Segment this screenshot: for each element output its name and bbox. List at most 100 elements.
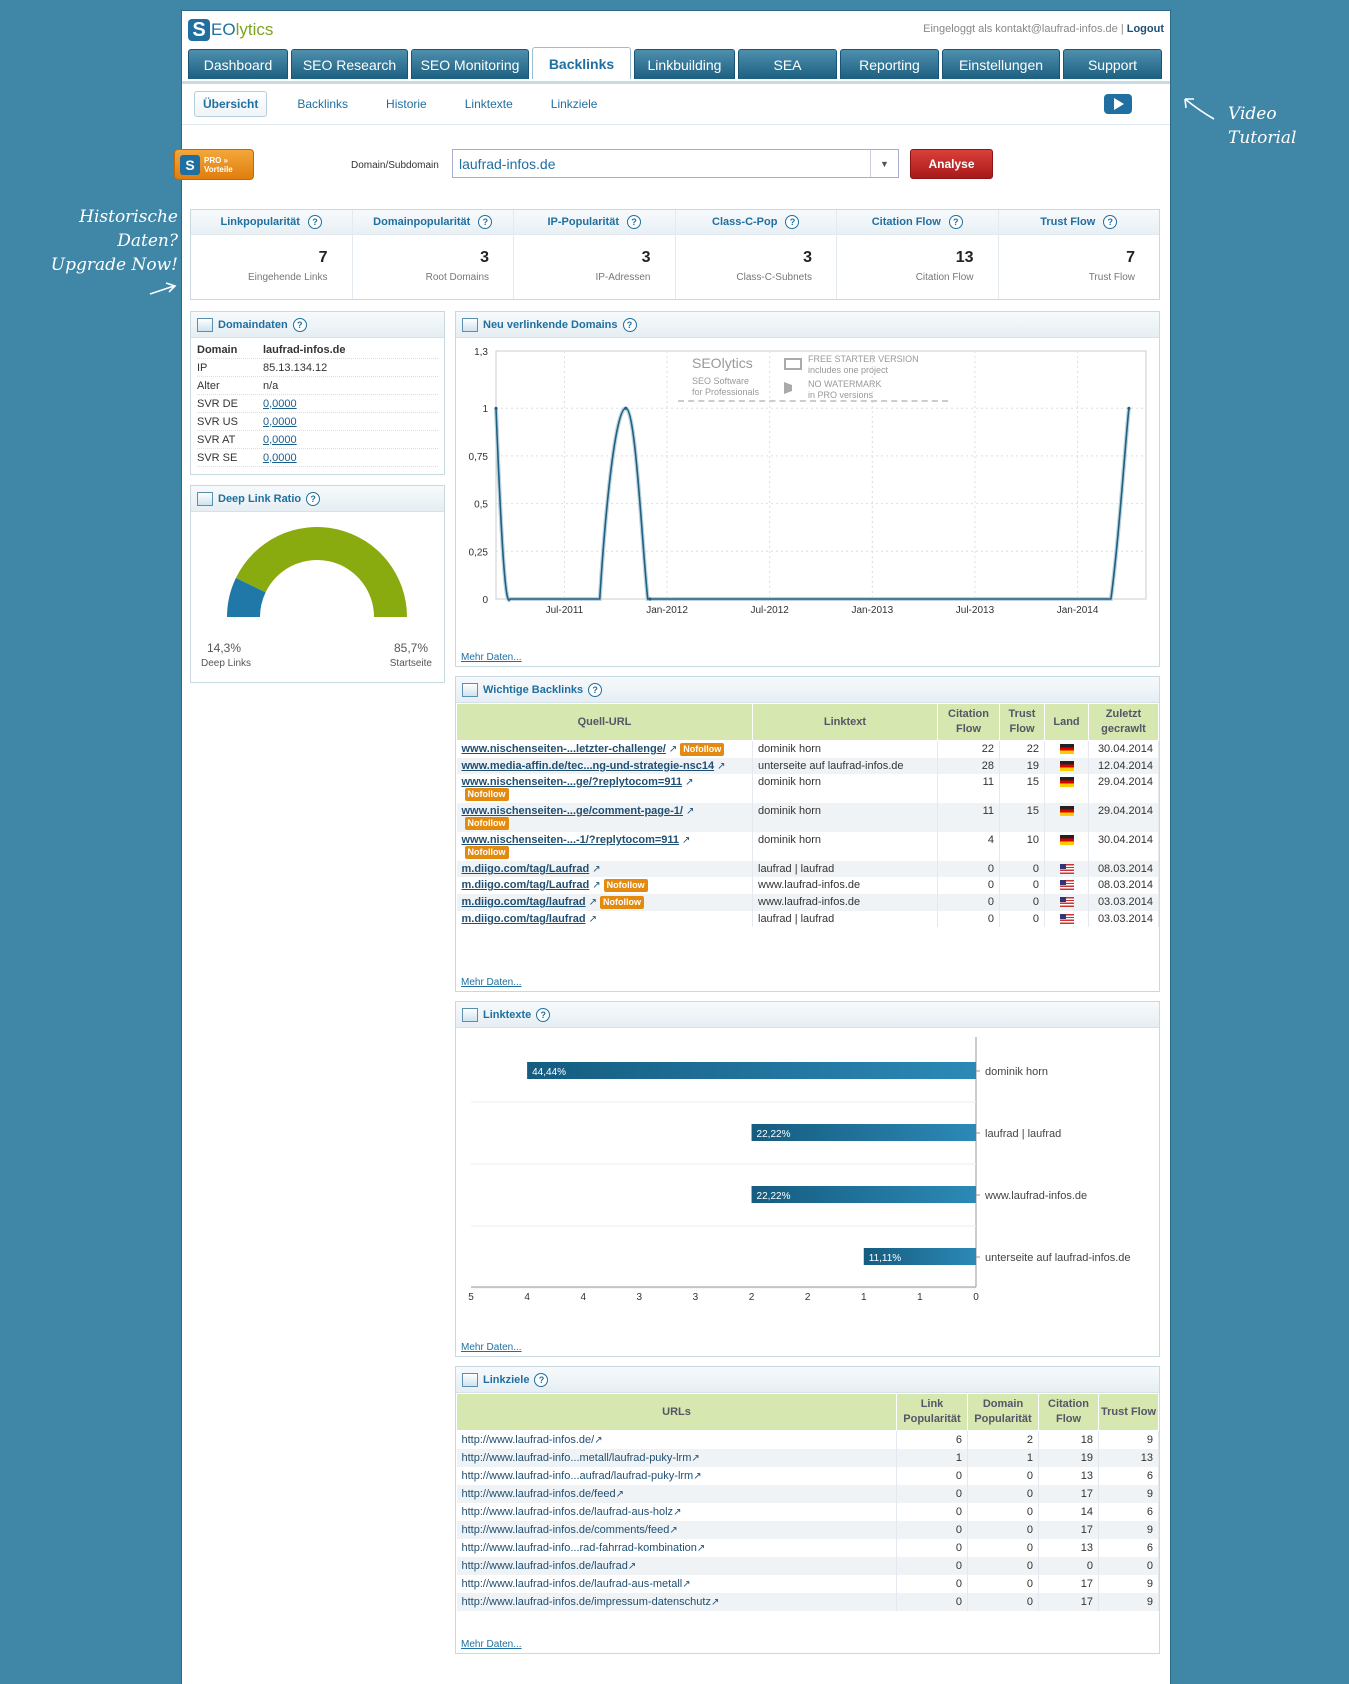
- subtab-linkziele[interactable]: Linkziele: [550, 97, 598, 111]
- help-icon[interactable]: ?: [306, 491, 321, 506]
- y-tick-label: 0: [482, 595, 488, 606]
- tab-linkbuilding[interactable]: Linkbuilding: [634, 49, 735, 79]
- help-icon[interactable]: ?: [948, 215, 963, 229]
- help-icon[interactable]: ?: [588, 682, 603, 697]
- svr-link[interactable]: 0,0000: [263, 397, 297, 410]
- external-link-icon[interactable]: ↗: [693, 1471, 702, 1482]
- domain-select[interactable]: laufrad-infos.de ▼: [452, 149, 899, 178]
- help-icon[interactable]: ?: [627, 215, 641, 229]
- source-url-link[interactable]: m.diigo.com/tag/laufrad: [461, 896, 586, 908]
- help-icon[interactable]: ?: [622, 317, 637, 332]
- col-domain-pop[interactable]: Domain Popularität: [967, 1393, 1039, 1431]
- target-url-link[interactable]: http://www.laufrad-infos.de/laufrad: [461, 1560, 628, 1572]
- col-quell-url[interactable]: Quell-URL: [456, 703, 753, 741]
- external-link-icon[interactable]: ↗: [710, 1597, 720, 1608]
- tab-dashboard[interactable]: Dashboard: [188, 49, 288, 79]
- target-url-link[interactable]: http://www.laufrad-infos.de/comments/fee…: [461, 1524, 670, 1536]
- more-data-link[interactable]: Mehr Daten...: [461, 977, 522, 988]
- source-url-link[interactable]: m.diigo.com/tag/Laufrad: [461, 879, 590, 891]
- analyse-button[interactable]: Analyse: [910, 149, 993, 179]
- cell-citation-flow: 11: [937, 803, 1000, 832]
- cell-cf: 19: [1038, 1449, 1099, 1467]
- target-url-link[interactable]: http://www.laufrad-infos.de/laufrad-aus-…: [461, 1578, 683, 1590]
- tab-seo-monitoring[interactable]: SEO Monitoring: [411, 49, 529, 79]
- external-link-icon[interactable]: ↗: [669, 1525, 678, 1536]
- col-linktext[interactable]: Linktext: [752, 703, 938, 741]
- subtab-linktexte[interactable]: Linktexte: [464, 97, 513, 111]
- target-url-link[interactable]: http://www.laufrad-infos.de/impressum-da…: [461, 1596, 711, 1608]
- cell-url: www.nischenseiten-...ge/?replytocom=911 ↗…: [456, 774, 753, 803]
- subtab-uebersicht[interactable]: Übersicht: [194, 91, 268, 117]
- source-url-link[interactable]: m.diigo.com/tag/Laufrad: [461, 863, 590, 875]
- col-land[interactable]: Land: [1044, 703, 1089, 741]
- tab-backlinks[interactable]: Backlinks: [532, 47, 631, 79]
- target-url-link[interactable]: http://www.laufrad-infos.de/feed: [461, 1488, 616, 1500]
- tab-sea[interactable]: SEA: [738, 49, 837, 79]
- external-link-icon[interactable]: ↗: [682, 835, 691, 846]
- cell-dp: 0: [967, 1539, 1039, 1557]
- external-link-icon[interactable]: ↗: [685, 777, 694, 788]
- target-url-link[interactable]: http://www.laufrad-infos.de/: [461, 1434, 595, 1446]
- source-url-link[interactable]: www.media-affin.de/tec...ng-und-strategi…: [461, 760, 715, 772]
- dropdown-arrow-icon[interactable]: ▼: [870, 150, 898, 177]
- pro-vorteile-button[interactable]: S PRO » Vorteile: [174, 149, 254, 180]
- help-icon[interactable]: ?: [478, 215, 493, 229]
- external-link-icon[interactable]: ↗: [673, 1507, 682, 1518]
- external-link-icon[interactable]: ↗: [717, 761, 726, 772]
- col-link-pop[interactable]: Link Popularität: [896, 1393, 968, 1431]
- external-link-icon[interactable]: ↗: [615, 1489, 624, 1500]
- tab-reporting[interactable]: Reporting: [840, 49, 939, 79]
- help-icon[interactable]: ?: [536, 1007, 551, 1022]
- target-url-link[interactable]: http://www.laufrad-info...rad-fahrrad-ko…: [461, 1542, 697, 1554]
- target-url-link[interactable]: http://www.laufrad-info...aufrad/laufrad…: [461, 1470, 694, 1482]
- col-trust-flow[interactable]: Trust Flow: [999, 703, 1045, 741]
- source-url-link[interactable]: www.nischenseiten-...ge/?replytocom=911: [461, 776, 683, 788]
- col-zuletzt[interactable]: Zuletzt gecrawlt: [1088, 703, 1159, 741]
- help-icon[interactable]: ?: [534, 1372, 549, 1387]
- cell-dp: 0: [967, 1485, 1039, 1503]
- external-link-icon[interactable]: ↗: [594, 1435, 603, 1446]
- svr-link[interactable]: 0,0000: [263, 433, 297, 446]
- kpi-value: 7: [1126, 249, 1135, 266]
- subtab-historie[interactable]: Historie: [386, 97, 427, 111]
- external-link-icon[interactable]: ↗: [691, 1453, 700, 1464]
- subtab-backlinks[interactable]: Backlinks: [297, 97, 349, 111]
- target-url-link[interactable]: http://www.laufrad-infos.de/laufrad-aus-…: [461, 1506, 674, 1518]
- tab-support[interactable]: Support: [1063, 49, 1162, 79]
- external-link-icon[interactable]: ↗: [682, 1579, 691, 1590]
- row-value: laufrad-infos.de: [263, 343, 346, 356]
- external-link-icon[interactable]: ↗: [592, 864, 601, 875]
- tab-einstellungen[interactable]: Einstellungen: [942, 49, 1060, 79]
- source-url-link[interactable]: www.nischenseiten-...letzter-challenge/: [461, 743, 666, 755]
- col-citation-flow[interactable]: Citation Flow: [1038, 1393, 1099, 1431]
- help-icon[interactable]: ?: [785, 215, 800, 229]
- help-icon[interactable]: ?: [1103, 215, 1118, 229]
- external-link-icon[interactable]: ↗: [592, 880, 601, 891]
- target-url-link[interactable]: http://www.laufrad-info...metall/laufrad…: [461, 1452, 692, 1464]
- more-data-link[interactable]: Mehr Daten...: [461, 1342, 522, 1353]
- col-citation-flow[interactable]: Citation Flow: [937, 703, 1000, 741]
- help-icon[interactable]: ?: [292, 317, 307, 332]
- external-link-icon[interactable]: ↗: [627, 1561, 637, 1572]
- video-tutorial-button[interactable]: [1104, 94, 1132, 114]
- more-data-link[interactable]: Mehr Daten...: [461, 1639, 522, 1650]
- panel-header: Neu verlinkende Domains?: [456, 312, 1159, 338]
- source-url-link[interactable]: www.nischenseiten-...-1/?replytocom=911: [461, 834, 680, 846]
- svr-link[interactable]: 0,0000: [263, 415, 297, 428]
- source-url-link[interactable]: www.nischenseiten-...ge/comment-page-1/: [461, 805, 683, 817]
- external-link-icon[interactable]: ↗: [668, 744, 678, 755]
- help-icon[interactable]: ?: [307, 215, 322, 229]
- col-urls[interactable]: URLs: [456, 1393, 897, 1431]
- col-trust-flow[interactable]: Trust Flow: [1098, 1393, 1159, 1431]
- logo[interactable]: S EOlytics: [188, 19, 273, 41]
- cell-tf: 0: [1098, 1557, 1159, 1575]
- more-data-link[interactable]: Mehr Daten...: [461, 652, 522, 663]
- tab-seo-research[interactable]: SEO Research: [291, 49, 408, 79]
- logout-link[interactable]: Logout: [1126, 23, 1164, 35]
- external-link-icon[interactable]: ↗: [588, 897, 597, 908]
- external-link-icon[interactable]: ↗: [588, 914, 597, 925]
- svr-link[interactable]: 0,0000: [263, 451, 297, 464]
- source-url-link[interactable]: m.diigo.com/tag/laufrad: [461, 913, 586, 925]
- external-link-icon[interactable]: ↗: [685, 806, 695, 817]
- external-link-icon[interactable]: ↗: [696, 1543, 706, 1554]
